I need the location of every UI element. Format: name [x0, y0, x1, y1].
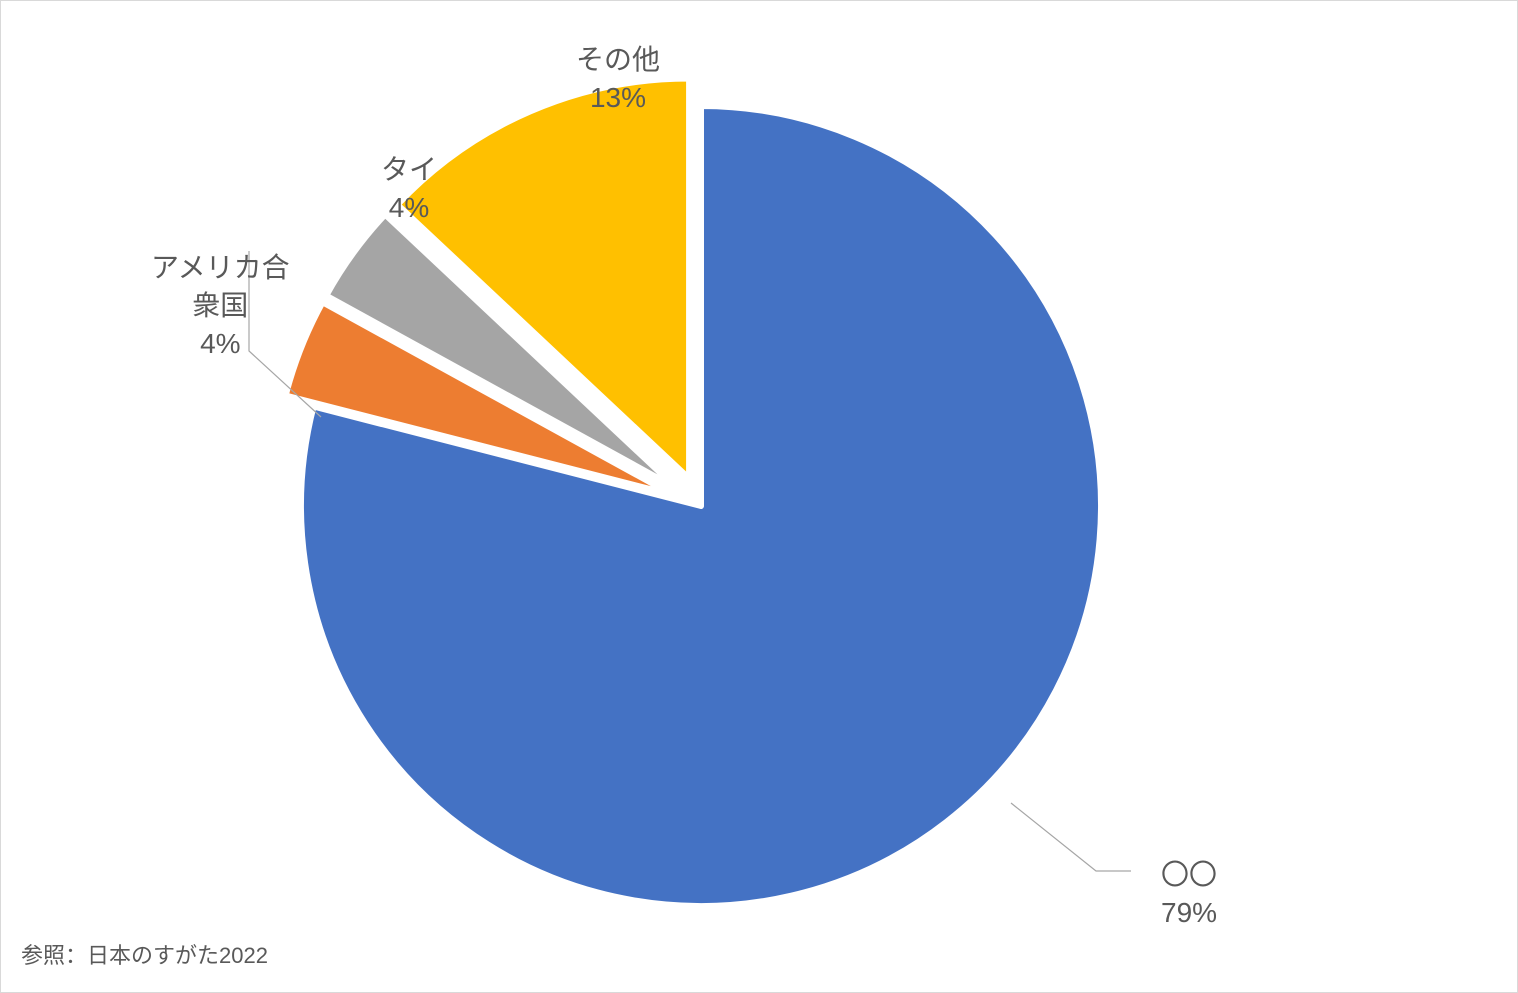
data-label-other: その他 13% [576, 41, 660, 117]
data-label-main: 〇〇 79% [1161, 856, 1217, 932]
pie-chart-svg [1, 1, 1518, 993]
pie-chart-container: 参照：日本のすがた2022 〇〇 79% アメリカ合 衆国 4% タイ 4% その他 … [0, 0, 1518, 993]
data-label-thai: タイ 4% [381, 151, 437, 227]
source-note: 参照：日本のすがた2022 [21, 938, 268, 970]
leader-line-main [1011, 803, 1131, 871]
data-label-usa: アメリカ合 衆国 4% [151, 249, 290, 362]
